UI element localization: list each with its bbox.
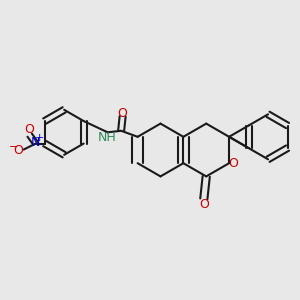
- Text: O: O: [13, 144, 23, 157]
- Text: O: O: [118, 107, 128, 120]
- Text: N: N: [31, 136, 40, 148]
- Text: +: +: [35, 134, 44, 143]
- Text: O: O: [199, 198, 209, 211]
- Text: −: −: [9, 142, 19, 152]
- Text: NH: NH: [98, 130, 116, 144]
- Text: O: O: [25, 123, 34, 136]
- Text: O: O: [228, 157, 238, 170]
